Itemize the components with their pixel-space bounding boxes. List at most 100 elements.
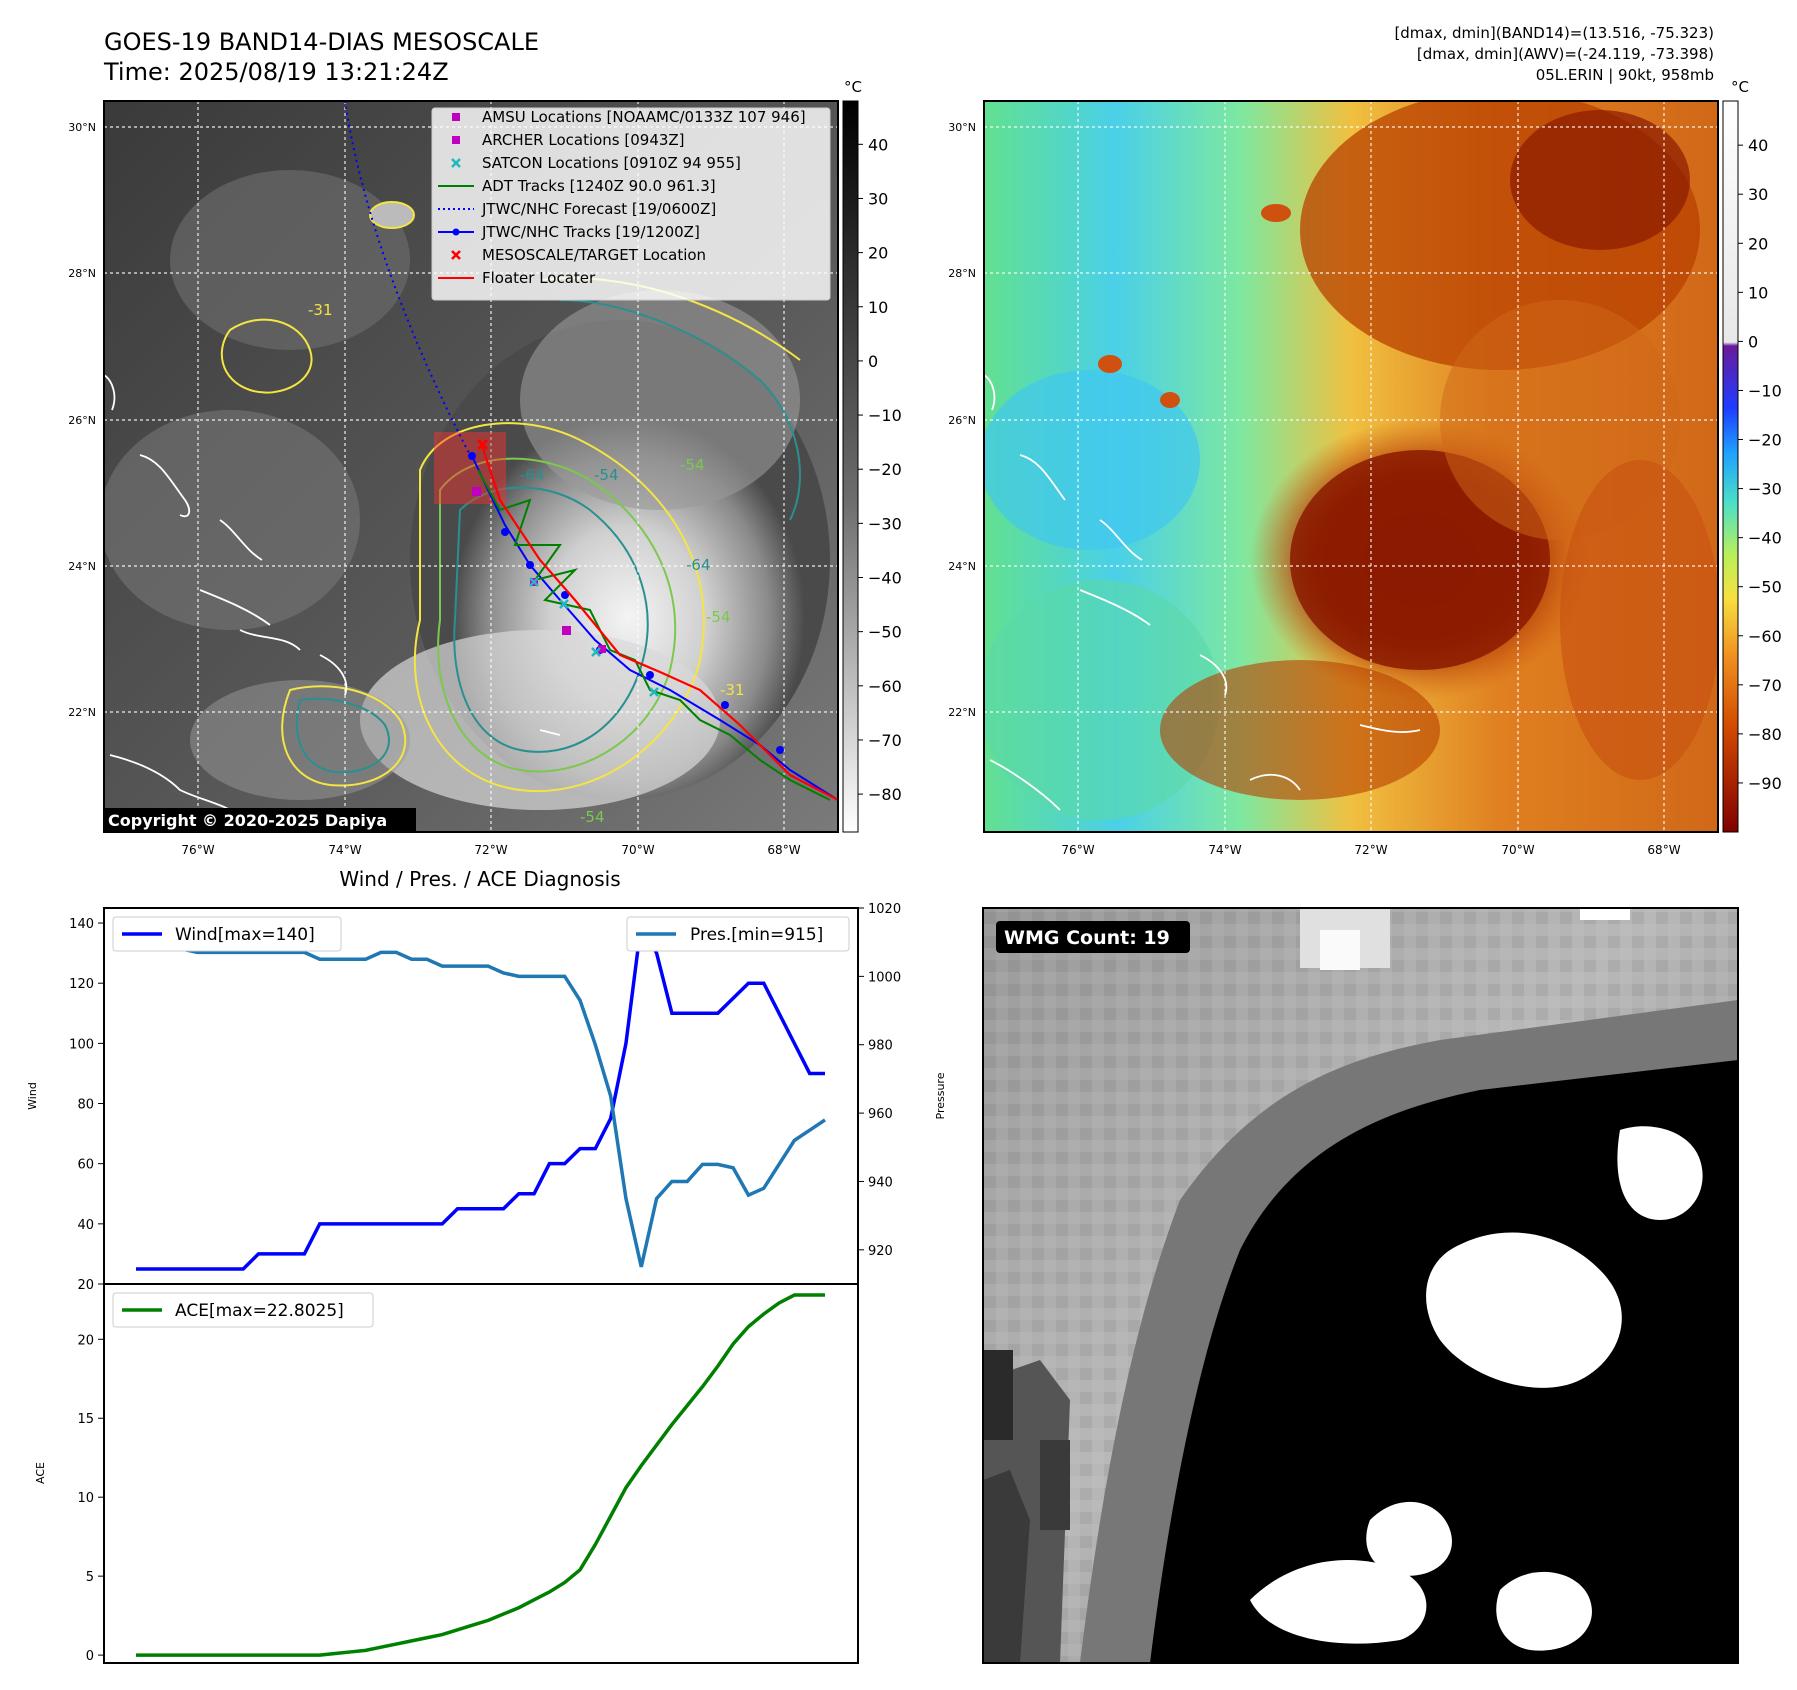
colorbar-tick-label: −30 (1748, 480, 1782, 499)
wind-axis-label: Wind (26, 1082, 39, 1110)
colorbar-tick-label: 40 (1748, 136, 1768, 155)
svg-text:72°W: 72°W (1354, 843, 1387, 857)
ace-tick-label: 0 (86, 1649, 94, 1664)
colorbar-tick-label: 30 (868, 189, 888, 208)
ace-chart: 0 5 10 15 20 ACE[max=22.8025] (77, 1283, 859, 1664)
forecast-track (344, 101, 471, 456)
legend-entry: ARCHER Locations [0943Z] (452, 131, 685, 149)
wmg-count-label: WMG Count: 19 (1004, 927, 1170, 949)
legend-x-marker (451, 158, 461, 168)
contour-label: -31 (308, 301, 333, 319)
svg-text:30°N: 30°N (948, 121, 976, 134)
colorbar-tick-label: −80 (868, 785, 902, 804)
colorbar-tick-label: 40 (868, 135, 888, 154)
svg-text:76°W: 76°W (1061, 843, 1094, 857)
wv-lat-labels: 30°N 28°N 26°N 24°N 22°N (948, 121, 976, 719)
ace-tick-label: 10 (77, 1491, 94, 1506)
copyright-text: Copyright © 2020-2025 Dapiya (108, 811, 387, 830)
wind-legend: Wind[max=140] (112, 916, 342, 952)
ace-series-line (136, 1293, 825, 1657)
legend-x-marker (451, 250, 461, 260)
wind-tick-label: 140 (69, 917, 94, 932)
ir-legend: AMSU Locations [NOAAMC/0133Z 107 946] ARC… (431, 107, 831, 301)
legend-entry: JTWC/NHC Tracks [19/1200Z] (438, 223, 700, 241)
wind-tick-label: 100 (69, 1037, 94, 1052)
legend-entry: JTWC/NHC Forecast [19/0600Z] (438, 200, 716, 218)
svg-text:72°W: 72°W (474, 843, 507, 857)
wind-tick-label: 80 (77, 1098, 94, 1113)
ir-colorbar (842, 100, 859, 833)
wind-tick-label: 20 (77, 1278, 94, 1293)
wmg-panel: WMG Count: 19 (982, 907, 1739, 1664)
svg-text:26°N: 26°N (948, 414, 976, 427)
svg-text:70°W: 70°W (621, 843, 654, 857)
pressure-axis-label: Pressure (934, 1072, 947, 1119)
ir-lat-labels: 30°N 28°N 26°N 24°N 22°N (68, 121, 96, 719)
colorbar-tick-label: −90 (1748, 774, 1782, 793)
colorbar-tick-label: −30 (868, 514, 902, 533)
svg-text:24°N: 24°N (948, 560, 976, 573)
pressure-legend: Pres.[min=915] (626, 916, 850, 952)
svg-text:68°W: 68°W (767, 843, 800, 857)
wv-imagery (984, 101, 1718, 832)
svg-text:74°W: 74°W (328, 843, 361, 857)
pressure-tick-label: 1000 (868, 970, 901, 985)
legend-entry: Floater Locater (438, 269, 596, 287)
pressure-tick-label: 940 (868, 1175, 893, 1190)
info-line2: [dmax, dmin](AWV)=(-24.119, -73.398) (1417, 45, 1714, 63)
ace-legend: ACE[max=22.8025] (112, 1292, 374, 1328)
pressure-tick-label: 920 (868, 1244, 893, 1259)
wind-tick-label: 60 (77, 1158, 94, 1173)
ace-axis-label: ACE (34, 1462, 47, 1484)
legend-label: AMSU Locations [NOAAMC/0133Z 107 946] (482, 108, 806, 126)
colorbar-tick-label: 30 (1748, 185, 1768, 204)
wv-map-panel: 30°N 28°N 26°N 24°N 22°N 76°W 74°W 72°W … (948, 78, 1782, 857)
copyright-box (104, 808, 416, 832)
colorbar-tick-label: 20 (1748, 234, 1768, 253)
pressure-tick-label: 960 (868, 1107, 893, 1122)
legend-label: MESOSCALE/TARGET Location (482, 246, 706, 264)
wind-tick-label: 120 (69, 977, 94, 992)
legend-dot-marker (452, 228, 460, 236)
pressure-tick-label: 1020 (868, 902, 901, 917)
legend-label: ARCHER Locations [0943Z] (482, 131, 685, 149)
svg-text:74°W: 74°W (1208, 843, 1241, 857)
colorbar-tick-label: −70 (1748, 676, 1782, 695)
legend-entry: ADT Tracks [1240Z 90.0 961.3] (438, 177, 716, 195)
wmg-count-badge (996, 921, 1190, 953)
colorbar-tick-label: −40 (868, 569, 902, 588)
colorbar-tick-label: 20 (868, 244, 888, 263)
colorbar-tick-label: −40 (1748, 529, 1782, 548)
colorbar-tick-label: −60 (868, 677, 902, 696)
pressure-legend-label: Pres.[min=915] (690, 925, 823, 945)
info-line3: 05L.ERIN | 90kt, 958mb (1536, 66, 1714, 84)
ace-tick-label: 15 (77, 1412, 94, 1427)
contour-label: -64 (520, 466, 545, 484)
svg-text:68°W: 68°W (1647, 843, 1680, 857)
ir-colorbar-unit: °C (844, 78, 862, 96)
contour-label: -64 (686, 556, 711, 574)
figure-title-line1: GOES-19 BAND14-DIAS MESOSCALE (104, 28, 539, 56)
colorbar-tick-label: 0 (868, 352, 878, 371)
pressure-tick-label: 980 (868, 1039, 893, 1054)
ir-lon-labels: 76°W 74°W 72°W 70°W 68°W (181, 843, 800, 857)
floater-box (434, 432, 506, 504)
colorbar-tick-label: −50 (1748, 578, 1782, 597)
svg-text:28°N: 28°N (948, 267, 976, 280)
chart-title: Wind / Pres. / ACE Diagnosis (339, 867, 620, 891)
ir-colorbar-ticks: 40 30 20 10 0 −10 −20 −30 −40 −50 −60 −70 −80 (858, 135, 902, 804)
legend-label: ADT Tracks [1240Z 90.0 961.3] (482, 177, 716, 195)
colorbar-tick-label: 0 (1748, 332, 1758, 351)
colorbar-tick-label: −10 (1748, 381, 1782, 400)
legend-square-marker (452, 113, 460, 121)
colorbar-tick-label: −80 (1748, 725, 1782, 744)
legend-label: Floater Locater (482, 269, 596, 287)
ace-legend-label: ACE[max=22.8025] (175, 1301, 344, 1321)
info-line1: [dmax, dmin](BAND14)=(13.516, -75.323) (1394, 24, 1714, 42)
colorbar-tick-label: −20 (868, 460, 902, 479)
wv-colorbar (1722, 100, 1739, 833)
legend-label: JTWC/NHC Forecast [19/0600Z] (481, 200, 716, 218)
wind-series-line (136, 917, 825, 1271)
wind-tick-label: 40 (77, 1218, 94, 1233)
